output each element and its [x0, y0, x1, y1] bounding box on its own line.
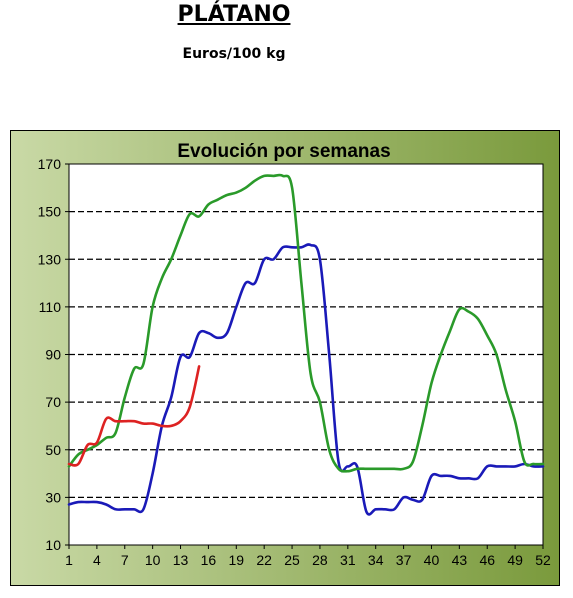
y-tick-label: 30: [45, 489, 61, 505]
page-subtitle: Euros/100 kg: [182, 46, 286, 62]
y-tick-label: 90: [45, 347, 61, 363]
x-tick-label: 40: [424, 552, 440, 568]
x-tick-label: 22: [256, 552, 272, 568]
series-line-2: [67, 173, 545, 473]
x-tick-label: 31: [340, 552, 356, 568]
x-tick-label: 25: [284, 552, 300, 568]
x-tick-label: 37: [396, 552, 412, 568]
chart-frame: Evolución por semanas 10 30 50 70 90 110 130 15…: [10, 130, 560, 586]
y-tick-label: 10: [45, 537, 61, 553]
x-tick-label: 49: [507, 552, 523, 568]
x-tick-label: 43: [452, 552, 468, 568]
x-tick-label: 16: [201, 552, 217, 568]
x-tick-label: 34: [368, 552, 384, 568]
x-tick-label: 46: [479, 552, 495, 568]
x-tick-label: 4: [93, 552, 101, 568]
x-tick-label: 1: [65, 552, 73, 568]
x-tick-label: 10: [145, 552, 161, 568]
page-title: PLÁTANO: [177, 2, 291, 27]
series-line-3: [67, 365, 201, 467]
x-tick-label: 7: [121, 552, 129, 568]
y-tick-label: 50: [45, 442, 61, 458]
y-tick-label: 70: [45, 394, 61, 410]
y-tick-label: 130: [38, 251, 62, 267]
y-tick-label: 110: [39, 299, 62, 315]
x-tick-label: 19: [229, 552, 245, 568]
series-line-1: [67, 243, 545, 516]
y-tick-label: 150: [38, 204, 62, 220]
chart-title: Evolución por semanas: [177, 141, 390, 162]
x-tick-label: 52: [535, 552, 551, 568]
line-chart: Evolución por semanas 103050709011013015…: [11, 131, 559, 585]
x-tick-label: 13: [173, 552, 189, 568]
x-tick-label: 28: [312, 552, 328, 568]
y-tick-label: 170: [38, 156, 62, 172]
